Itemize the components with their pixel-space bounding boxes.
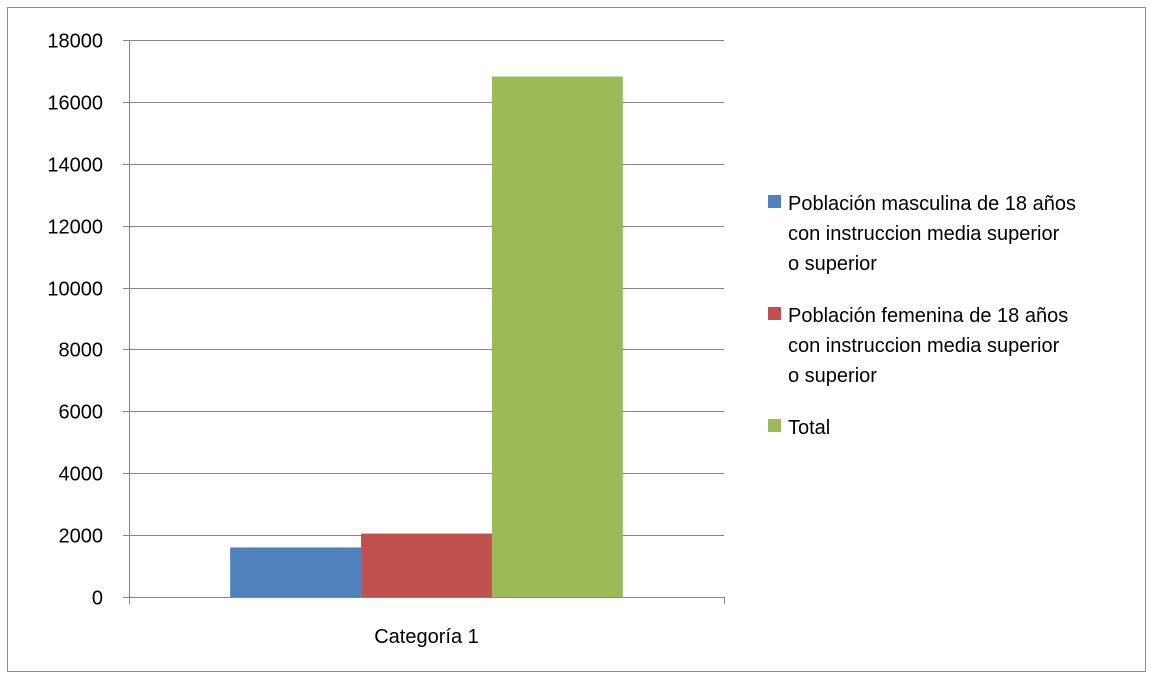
y-tick-label: 10000 [47, 279, 103, 301]
y-tick-label: 2000 [59, 526, 104, 548]
legend-label: Total [788, 417, 830, 439]
legend-label: o superior [788, 253, 877, 275]
legend: Población masculina de 18 años con instru… [768, 193, 1076, 439]
legend-label: con instruccion media superior [788, 223, 1060, 245]
legend-label: Población masculina de 18 años [788, 193, 1076, 215]
axes: 0 2000 4000 6000 8000 10000 12000 14000 16000 180… [47, 31, 725, 648]
legend-swatch [768, 307, 781, 320]
y-tick-label: 4000 [59, 464, 104, 486]
y-tick-label: 16000 [47, 93, 103, 115]
y-tick-label: 0 [92, 588, 103, 610]
y-tick-label: 12000 [47, 217, 103, 239]
y-tick-label: 14000 [47, 155, 103, 177]
legend-label: Población femenina de 18 años [788, 305, 1068, 327]
bar-2 [361, 533, 492, 597]
legend-label: con instruccion media superior [788, 335, 1060, 357]
x-tick-label: Categoría 1 [374, 626, 479, 648]
y-tick-label: 6000 [59, 402, 104, 424]
legend-swatch [768, 419, 781, 432]
bars [230, 76, 623, 597]
bar-1 [230, 547, 362, 597]
y-tick-label: 8000 [59, 340, 104, 362]
gridlines [129, 40, 724, 536]
legend-swatch [768, 195, 781, 208]
bar-3 [491, 76, 623, 597]
legend-label: o superior [788, 365, 877, 387]
y-tick-label: 18000 [47, 31, 103, 53]
